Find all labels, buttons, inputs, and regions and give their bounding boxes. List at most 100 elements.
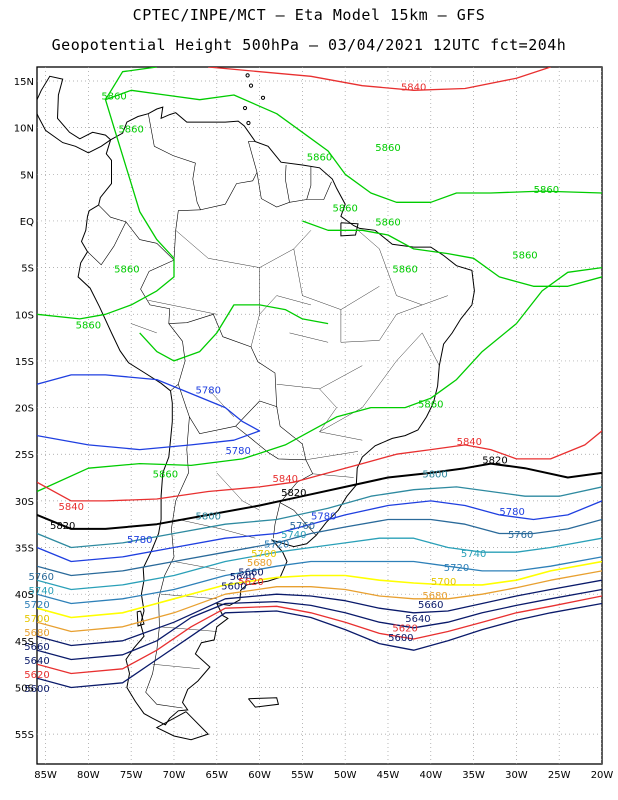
contour-label: 5640 [24,656,49,667]
contour-label: 5680 [422,591,447,602]
state-border [173,561,226,572]
contour-label: 5700 [24,614,49,625]
contour-label: 5660 [238,568,263,579]
central-america-coast [37,75,111,141]
contour-line [302,220,602,287]
contour-label: 5840 [273,474,298,485]
contour-line [37,570,602,633]
lon-tick-label: 50W [334,770,357,781]
height-contours [37,67,602,689]
contour-label: 5860 [332,204,357,215]
lat-tick-label: 40S [15,590,34,601]
state-border [289,332,329,343]
contour-label: 5660 [418,600,443,611]
contour-line [37,560,602,619]
marajo-island-coast [340,222,359,237]
contour-line [37,486,602,549]
contour-line [37,430,602,502]
tierra-del-fuego-coast [155,711,210,741]
lat-tick-label: 10N [14,124,34,135]
contour-label: 5740 [281,530,306,541]
island-outline [245,73,250,78]
lon-tick-label: 55W [291,770,314,781]
contour-label: 5820 [281,488,306,499]
lat-tick-label: 15S [15,357,34,368]
state-border [319,431,363,441]
state-border [396,332,440,366]
contour-label: 5760 [290,521,315,532]
contour-label: 5860 [534,185,559,196]
contour-label: 5600 [221,582,246,593]
contour-line [139,304,329,362]
lon-tick-label: 30W [505,770,528,781]
contour-label: 5700 [431,577,456,588]
state-border [208,388,235,418]
contour-label: 5780 [225,446,250,457]
contour-label: 5780 [311,512,336,523]
country-border [306,181,332,200]
state-border [250,314,260,347]
contour-line [37,500,602,563]
state-border [312,473,354,478]
lat-tick-label: 30S [15,497,34,508]
contour-line [37,462,602,530]
contour-label: 5840 [457,437,482,448]
contour-label: 5780 [195,386,220,397]
contour-label: 5620 [392,624,417,635]
contour-label: 5820 [50,521,75,532]
contour-label: 5860 [392,264,417,275]
state-border [259,267,311,315]
contour-label: 5620 [24,670,49,681]
contour-label: 5860 [118,124,143,135]
contour-label: 5720 [444,563,469,574]
country-border [168,313,317,536]
contour-label: 5860 [512,250,537,261]
contour-label: 5640 [230,572,255,583]
country-border [87,221,127,266]
falklands-coast [248,697,280,708]
contour-label: 5800 [195,512,220,523]
contour-label: 5680 [24,628,49,639]
lon-tick-label: 40W [419,770,442,781]
lon-tick-label: 45W [377,770,400,781]
island-outline [246,120,251,126]
lon-tick-label: 70W [163,770,186,781]
contour-label: 5740 [461,549,486,560]
lat-tick-label: 20S [15,404,34,415]
contour-line [37,67,175,320]
contour-label: 5840 [401,82,426,93]
country-border [235,425,306,461]
state-border [293,248,380,310]
country-border [284,164,290,203]
contour-label: 5760 [29,572,54,583]
chiloe-coast [136,610,145,627]
contour-label: 5660 [24,642,49,653]
contour-line [37,579,602,647]
contour-label: 5840 [59,502,84,513]
island-outline [248,83,254,88]
contour-label: 5860 [307,152,332,163]
contour-label: 5600 [24,684,49,695]
central-america-coast [37,113,111,154]
contour-line [37,556,602,605]
lat-tick-label: 50S [15,683,34,694]
lat-tick-label: 5S [21,264,34,275]
contour-label: 5720 [264,540,289,551]
contour-label: 5860 [375,218,400,229]
contour-label: 5700 [251,549,276,560]
map-title: CPTEC/INPE/MCT – Eta Model 15km – GFS [132,6,486,24]
contour-line [105,89,602,203]
state-border [152,664,200,669]
map-subtitle: Geopotential Height 500hPa – 03/04/2021 … [51,36,567,54]
contour-label: 5600 [388,633,413,644]
state-border [131,323,157,334]
country-border [178,384,277,435]
contour-label: 5860 [76,320,101,331]
contour-labels: 5860 5860 5860 5860 5860 5860 5860 5860 5860 5860… [24,82,559,695]
state-border [148,300,217,315]
contour-line [37,602,602,689]
lat-tick-label: 15N [14,77,34,88]
lon-tick-label: 25W [548,770,571,781]
contour-label: 5860 [418,400,443,411]
